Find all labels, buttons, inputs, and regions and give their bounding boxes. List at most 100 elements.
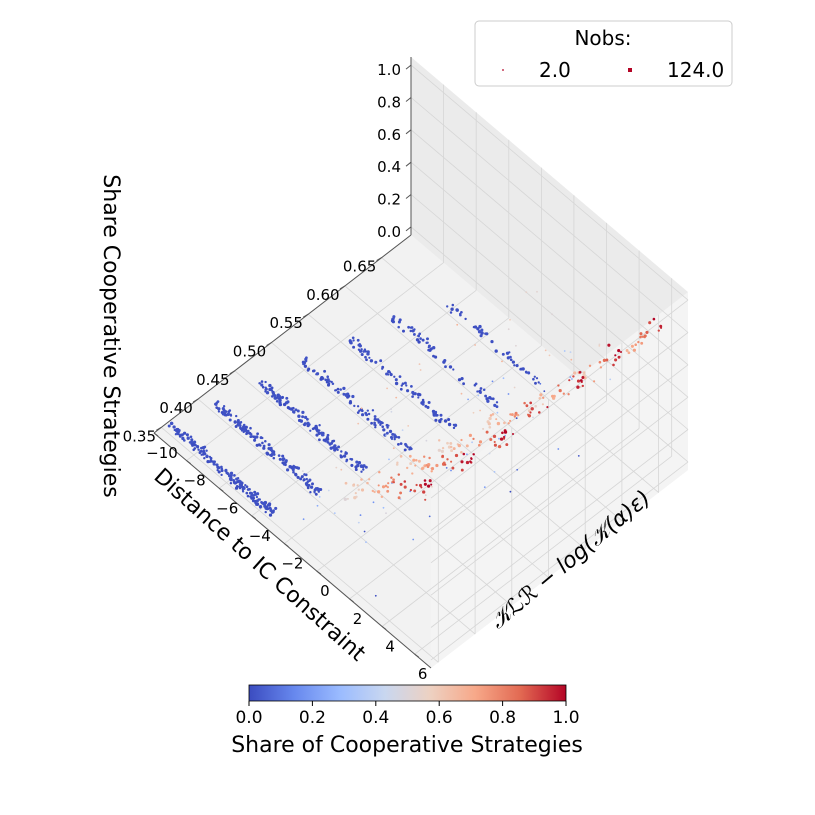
x-tick-label: 6	[418, 665, 428, 683]
data-point-3	[513, 415, 516, 418]
data-point-0	[399, 491, 403, 495]
data-point-0	[430, 483, 433, 486]
data-point-1	[357, 422, 360, 425]
data-point-2	[497, 444, 502, 449]
data-points	[167, 290, 663, 597]
data-point-2	[311, 427, 315, 431]
colorbar-tick-label: 1.0	[552, 708, 579, 728]
data-point-5	[427, 344, 431, 347]
data-point-1	[430, 467, 435, 471]
data-point-0	[422, 490, 426, 494]
data-point-0	[234, 486, 239, 490]
data-point-0	[198, 451, 202, 455]
data-point-3	[366, 417, 370, 421]
data-point-3	[367, 412, 371, 416]
data-point-1	[309, 485, 314, 489]
data-point-1	[223, 410, 227, 414]
data-point-0	[415, 483, 418, 487]
data-point-1	[412, 538, 415, 541]
data-point-1	[460, 460, 464, 464]
data-point-5	[419, 337, 422, 340]
data-point-3	[336, 390, 340, 394]
data-point-5	[605, 358, 609, 362]
grid-line-x-floor	[284, 345, 542, 544]
data-point-4	[366, 352, 370, 356]
data-point-5	[462, 382, 465, 386]
data-point-2	[282, 402, 287, 407]
data-point-3	[496, 421, 501, 426]
data-point-0	[424, 498, 427, 501]
data-point-0	[234, 481, 238, 485]
data-point-1	[238, 421, 242, 425]
data-point-2	[468, 433, 472, 437]
data-point-1	[288, 465, 292, 469]
data-point-0	[196, 445, 200, 449]
data-point-2	[457, 443, 461, 448]
data-point-4	[443, 419, 448, 423]
data-point-1	[270, 448, 273, 451]
data-point-0	[233, 474, 236, 477]
data-point-1	[262, 446, 266, 450]
data-point-6	[645, 330, 649, 334]
data-point-3	[342, 392, 346, 396]
data-point-5	[407, 325, 410, 329]
data-point-6	[630, 344, 634, 348]
data-point-3	[525, 404, 529, 408]
data-point-0	[229, 471, 234, 475]
data-point-2	[489, 437, 493, 442]
data-point-5	[593, 380, 596, 383]
data-point-3	[336, 387, 340, 391]
data-point-0	[255, 503, 258, 506]
y-tick-label: 0.55	[269, 314, 302, 332]
data-point-3	[488, 416, 492, 421]
data-point-0	[254, 493, 257, 496]
data-point-3	[523, 401, 526, 405]
data-point-1	[264, 439, 267, 443]
data-point-4	[352, 345, 356, 349]
data-point-5	[612, 363, 615, 367]
data-point-2	[316, 429, 319, 433]
x-tick-mark	[153, 432, 159, 437]
data-point-5	[426, 337, 429, 341]
data-point-2	[465, 444, 469, 448]
data-point-1	[259, 444, 262, 447]
data-point-1	[234, 425, 238, 428]
data-point-2	[278, 394, 281, 398]
grid-line-z-right-wall	[430, 299, 689, 499]
data-point-1	[269, 453, 272, 457]
data-point-1	[277, 454, 281, 457]
data-point-0	[251, 499, 255, 503]
data-point-5	[614, 354, 617, 357]
data-point-4	[541, 403, 544, 406]
data-point-0	[264, 510, 267, 514]
data-point-3	[391, 432, 395, 436]
data-point-0	[255, 499, 259, 503]
data-point-2	[505, 443, 509, 447]
data-point-2	[446, 441, 449, 445]
data-point-0	[344, 481, 348, 485]
data-point-5	[548, 354, 551, 357]
data-point-6	[569, 376, 572, 378]
data-point-4	[572, 375, 575, 378]
data-point-3	[510, 413, 514, 417]
data-point-0	[182, 439, 186, 442]
data-point-0	[356, 484, 359, 487]
data-point-4	[368, 356, 371, 359]
data-point-2	[460, 438, 463, 442]
data-point-0	[178, 434, 182, 438]
data-point-0	[189, 435, 193, 439]
data-point-5	[448, 365, 453, 369]
data-point-6	[534, 381, 537, 385]
data-point-4	[467, 398, 469, 401]
data-point-3	[393, 435, 397, 439]
grid-line-x-floor	[186, 262, 444, 461]
data-point-5	[557, 448, 560, 450]
data-point-3	[386, 426, 389, 429]
data-point-1	[214, 403, 218, 406]
data-point-2	[440, 449, 444, 453]
data-point-3	[530, 407, 534, 411]
data-point-1	[465, 460, 470, 465]
data-point-5	[452, 368, 455, 371]
legend-label-large: 124.0	[667, 58, 724, 82]
data-point-5	[397, 325, 400, 329]
